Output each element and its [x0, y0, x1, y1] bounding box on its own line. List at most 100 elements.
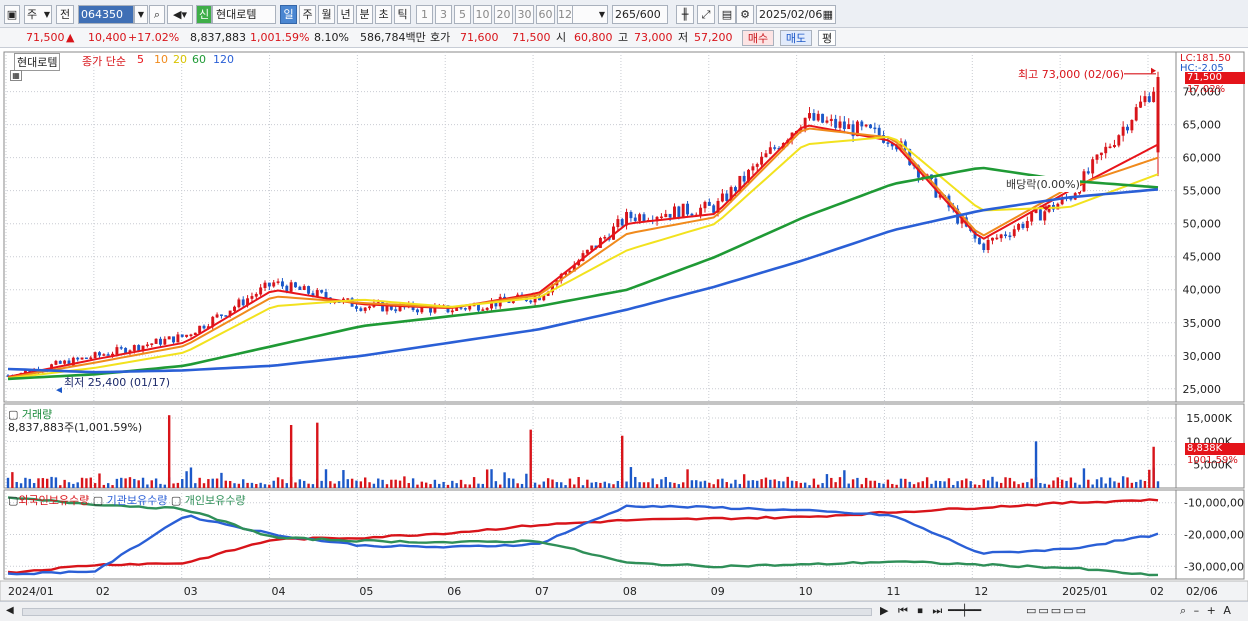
volume-bar: [63, 479, 66, 488]
x-tick-label: 05: [359, 585, 373, 598]
volume-bar: [921, 481, 924, 488]
period-tab-0[interactable]: 일: [280, 5, 297, 24]
volume-bar: [538, 484, 541, 488]
interval-custom-select[interactable]: ▼: [572, 5, 608, 24]
candle-body: [664, 213, 668, 218]
volume-bar: [494, 481, 498, 488]
candle-body: [289, 282, 293, 292]
volume-bar: [424, 482, 428, 488]
volume-bar: [960, 480, 964, 488]
code-dropdown-icon[interactable]: ▼: [134, 5, 148, 24]
candle-body: [999, 234, 1003, 239]
code-input[interactable]: 064350: [78, 5, 134, 24]
candle-body: [302, 286, 306, 291]
volume-bar: [995, 481, 999, 488]
candle-body: [394, 309, 398, 312]
volume-bar: [76, 482, 79, 488]
volume-bar: [89, 477, 92, 488]
period-tab-2[interactable]: 월: [318, 5, 335, 24]
volume-bar: [978, 484, 981, 488]
volume-bar: [28, 478, 31, 488]
eval-button[interactable]: 평: [818, 30, 836, 46]
speaker-icon[interactable]: ◀▾: [167, 5, 193, 24]
table-view-icon[interactable]: ▦: [10, 70, 22, 81]
candle-body: [98, 352, 101, 356]
candle-icon[interactable]: ╫: [676, 5, 694, 24]
sell-button[interactable]: 매도: [780, 30, 812, 46]
prev-button[interactable]: 전: [56, 5, 74, 24]
interval-button-5[interactable]: 30: [515, 5, 534, 24]
volume-bar: [1043, 483, 1046, 488]
candle-body: [590, 245, 594, 251]
volume-bar: [1004, 477, 1007, 488]
candle-body: [132, 345, 136, 351]
candle-body: [768, 147, 772, 154]
candle-body: [864, 124, 868, 127]
search-icon[interactable]: ⌕: [149, 5, 165, 24]
chart-canvas[interactable]: 2024/01 02 03 04 05 06 07 08 09 10 11 12 2025/01 02 02…: [0, 48, 1248, 621]
candle-body: [982, 243, 986, 251]
volume-bar: [416, 484, 419, 488]
volume-bar: [725, 482, 728, 488]
candle-body: [886, 142, 890, 144]
candle-body: [533, 296, 537, 303]
interval-button-4[interactable]: 20: [494, 5, 513, 24]
count-input[interactable]: 265/600: [612, 5, 668, 24]
y-tick-label: -20,000,00: [1184, 529, 1244, 542]
volume-bar: [1082, 468, 1086, 488]
volume-bar: [899, 478, 903, 488]
volume-bar: [337, 481, 341, 488]
zoom-tools-icon[interactable]: ⌕ – + A: [1180, 604, 1233, 617]
volume-bar: [490, 469, 493, 488]
interval-button-2[interactable]: 5: [454, 5, 471, 24]
volume-bar: [59, 485, 62, 488]
gear-icon[interactable]: ⚙: [736, 5, 754, 24]
candle-body: [977, 238, 981, 245]
candle-body: [119, 347, 123, 349]
candle-body: [280, 281, 284, 287]
interval-button-6[interactable]: 60: [536, 5, 555, 24]
volume-bar: [891, 483, 894, 488]
window-icon[interactable]: ▣: [4, 5, 20, 24]
date-input[interactable]: 2025/02/06 ▦: [756, 5, 836, 24]
stock-name[interactable]: 현대로템: [212, 5, 276, 24]
lc-label: LC:181.50: [1180, 53, 1231, 64]
interval-button-3[interactable]: 10: [473, 5, 492, 24]
candle-body: [1117, 135, 1121, 146]
volume-bar: [19, 483, 23, 488]
candle-body: [1112, 144, 1116, 148]
draw-tool-icon[interactable]: ⤢: [697, 5, 715, 24]
candle-body: [233, 306, 236, 312]
market-select[interactable]: 주 ▼: [24, 5, 52, 24]
period-tab-1[interactable]: 주: [299, 5, 316, 24]
view-tools[interactable]: ▭▭▭▭▭: [1026, 604, 1088, 617]
volume-bar: [586, 479, 589, 488]
interval-button-1[interactable]: 3: [435, 5, 452, 24]
volume-bar: [242, 479, 245, 488]
scroll-track[interactable]: [22, 608, 872, 616]
save-icon[interactable]: ▤: [718, 5, 736, 24]
period-tab-6[interactable]: 틱: [394, 5, 411, 24]
period-tab-4[interactable]: 분: [356, 5, 373, 24]
candle-body: [1086, 171, 1090, 174]
zoom-slider[interactable]: ━━┿━━: [948, 604, 982, 617]
scroll-left-icon[interactable]: ◀: [6, 605, 14, 616]
candle-body: [847, 124, 851, 130]
scroll-controls[interactable]: ▶ ⏮ ⏹ ⏭: [880, 604, 946, 617]
stock-label[interactable]: 현대로템: [14, 53, 61, 71]
volume-bar: [1013, 481, 1016, 488]
volume-value-label: 8,837,883주(1,001.59%): [8, 421, 143, 434]
candle-body: [734, 187, 737, 192]
period-tab-5[interactable]: 초: [375, 5, 392, 24]
volume-bar: [154, 478, 158, 488]
candle-body: [137, 345, 141, 351]
volume-bar: [1113, 481, 1116, 488]
date-value: 2025/02/06: [759, 8, 823, 21]
volume-bar: [1052, 480, 1055, 488]
volume-bar: [843, 470, 846, 488]
interval-button-0[interactable]: 1: [416, 5, 433, 24]
buy-button[interactable]: 매수: [742, 30, 774, 46]
volume-bar: [298, 479, 302, 488]
period-tab-3[interactable]: 년: [337, 5, 354, 24]
volume-bar: [228, 480, 232, 488]
